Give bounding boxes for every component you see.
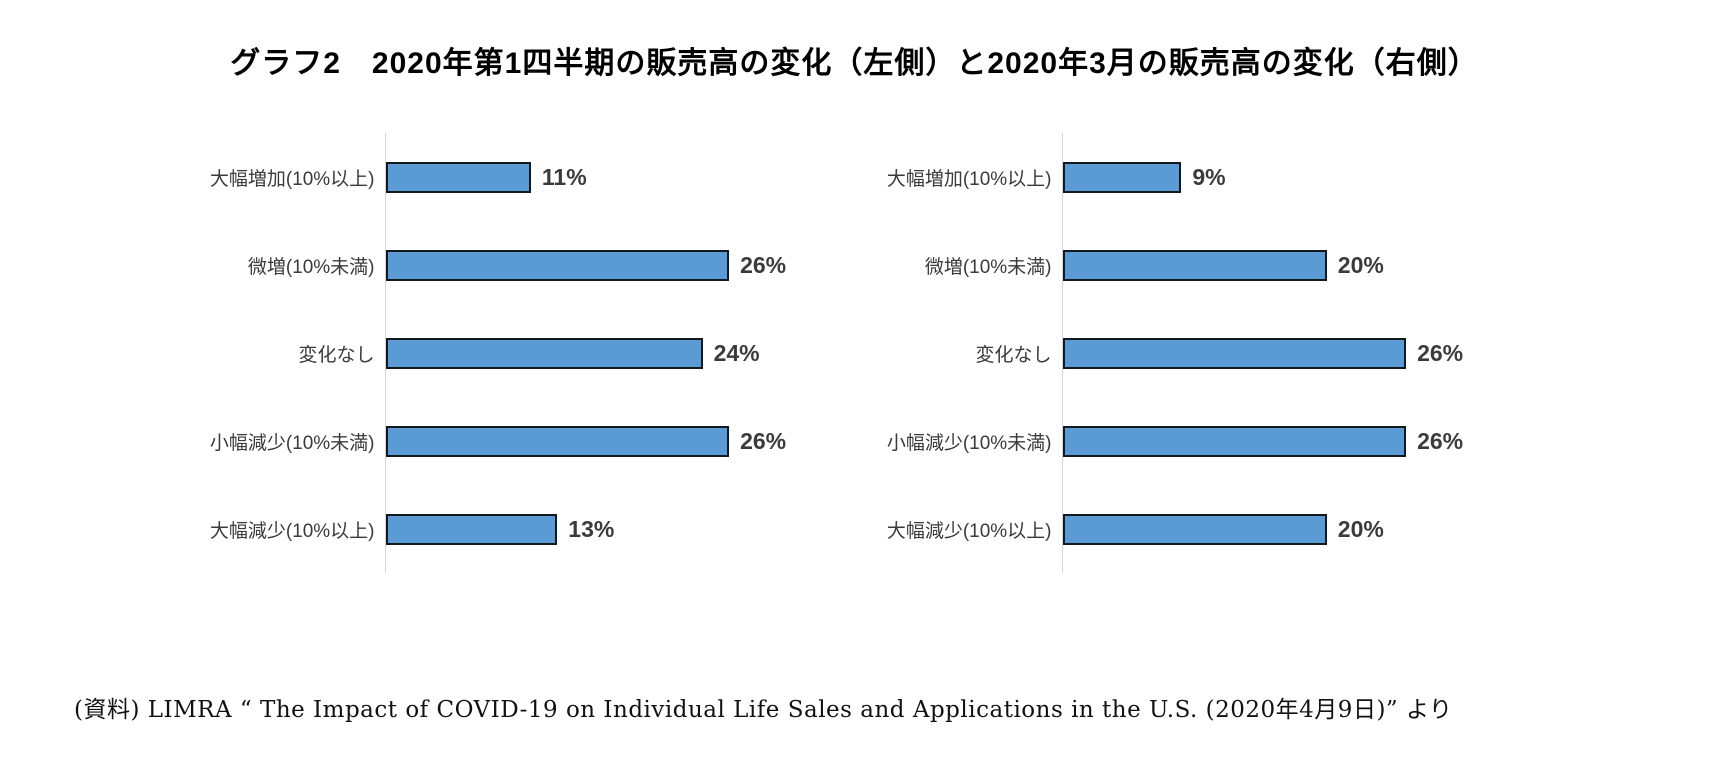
bar [385,425,730,457]
category-label: 大幅減少(10%以上) [886,520,1052,542]
bar-row: 9% [1062,133,1493,221]
value-label: 13% [568,515,615,542]
chart-right-march-2020: 大幅増加(10%以上) 微増(10%未満) 変化なし小幅減少(10%未満) 大幅減少(… [886,133,1493,573]
category-label: 変化なし [975,344,1052,366]
category-axis-labels: 大幅増加(10%以上) 微増(10%未満) 変化なし小幅減少(10%未満) 大幅減少(… [886,133,1062,573]
bar-row: 13% [385,485,816,573]
category-label: 微増(10%未満) [247,256,375,278]
bar-row: 24% [385,309,816,397]
bar [1062,161,1182,193]
bar-row: 26% [385,221,816,309]
value-label: 9% [1192,163,1226,190]
bar-row: 26% [1062,397,1493,485]
bar [1062,337,1407,369]
bar [1062,249,1327,281]
category-label: 大幅減少(10%以上) [209,520,375,542]
bar-row: 26% [385,397,816,485]
value-label: 24% [713,339,760,366]
value-label: 11% [541,163,587,190]
bar-row: 20% [1062,221,1493,309]
category-axis-labels: 大幅増加(10%以上) 微増(10%未満) 変化なし小幅減少(10%未満) 大幅減少(… [209,133,385,573]
category-label: 変化なし [298,344,375,366]
value-label: 26% [1417,427,1464,454]
value-label: 20% [1337,251,1384,278]
bar [385,249,730,281]
chart-left-q1-2020: 大幅増加(10%以上) 微増(10%未満) 変化なし小幅減少(10%未満) 大幅減少(… [209,133,816,573]
page-title: グラフ2 2020年第1四半期の販売高の変化（左側）と2020年3月の販売高の変… [230,47,1479,80]
bar [1062,513,1327,545]
plot-area: 11% 26% 24% 26% 13% [384,133,816,573]
bar [385,337,703,369]
plot-area: 9% 20% 26% 26% 20% [1061,133,1493,573]
value-label: 26% [740,251,787,278]
category-label: 小幅減少(10%未満) [209,432,375,454]
bar-row: 20% [1062,485,1493,573]
bar-row: 26% [1062,309,1493,397]
value-label: 26% [1417,339,1464,366]
category-label: 小幅減少(10%未満) [886,432,1052,454]
category-label: 大幅増加(10%以上) [209,168,375,190]
source-note: (資料) LIMRA “ The Impact of COVID-19 on I… [74,697,1453,723]
bar-row: 11% [385,133,816,221]
charts-area: 大幅増加(10%以上) 微増(10%未満) 変化なし小幅減少(10%未満) 大幅減少(… [0,133,1709,573]
value-label: 20% [1337,515,1384,542]
bar [1062,425,1407,457]
bar [385,513,558,545]
category-label: 大幅増加(10%以上) [886,168,1052,190]
value-label: 26% [740,427,787,454]
bar [385,161,531,193]
category-label: 微増(10%未満) [924,256,1052,278]
